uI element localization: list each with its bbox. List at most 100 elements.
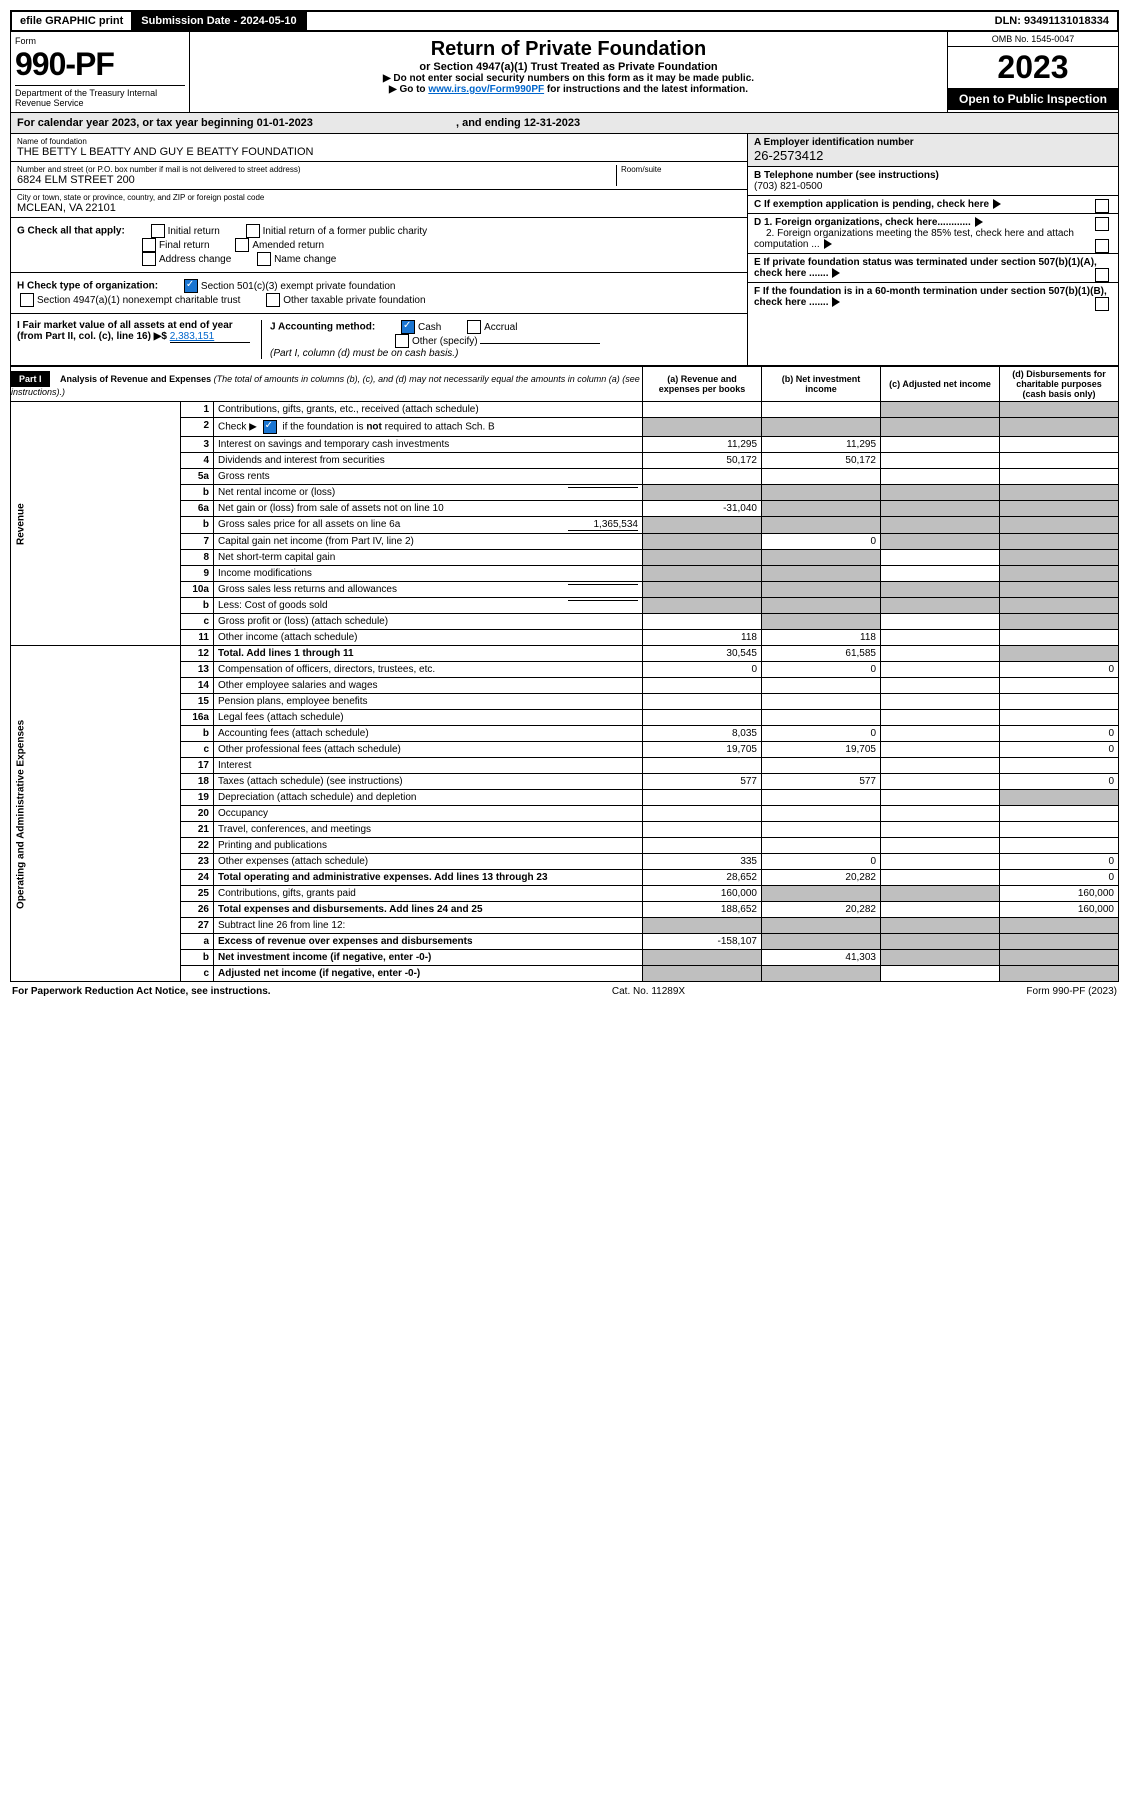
ein: 26-2573412 [754, 148, 823, 163]
accrual-checkbox[interactable] [467, 320, 481, 334]
line-number: 9 [181, 566, 214, 582]
col-b-value [762, 566, 881, 582]
name-change-checkbox[interactable] [257, 252, 271, 266]
col-a-value: 30,545 [643, 646, 762, 662]
col-a-value: 188,652 [643, 902, 762, 918]
section-f: F If the foundation is in a 60-month ter… [754, 286, 1107, 308]
col-b-value [762, 678, 881, 694]
fmv-link[interactable]: 2,383,151 [170, 331, 250, 343]
col-c-value [881, 742, 1000, 758]
col-a-value: 118 [643, 630, 762, 646]
line-description: Interest on savings and temporary cash i… [214, 437, 643, 453]
initial-return-checkbox[interactable] [151, 224, 165, 238]
address: 6824 ELM STREET 200 [17, 174, 616, 186]
col-b-value [762, 501, 881, 517]
other-method-checkbox[interactable] [395, 334, 409, 348]
col-d-value: 0 [1000, 854, 1119, 870]
col-d-value [1000, 469, 1119, 485]
4947-checkbox[interactable] [20, 293, 34, 307]
c-checkbox[interactable] [1095, 199, 1109, 213]
other-taxable-checkbox[interactable] [266, 293, 280, 307]
col-c-value [881, 758, 1000, 774]
col-d-value: 0 [1000, 870, 1119, 886]
amended-checkbox[interactable] [235, 238, 249, 252]
d1-checkbox[interactable] [1095, 217, 1109, 231]
col-d-value [1000, 678, 1119, 694]
501c3-checkbox[interactable] [184, 279, 198, 293]
col-d-value [1000, 485, 1119, 501]
identity-block: Name of foundationTHE BETTY L BEATTY AND… [10, 134, 1119, 366]
col-c-value [881, 838, 1000, 854]
line-number: 24 [181, 870, 214, 886]
irs-link[interactable]: www.irs.gov/Form990PF [428, 84, 544, 95]
initial-public-checkbox[interactable] [246, 224, 260, 238]
line-number: 18 [181, 774, 214, 790]
section-d1: D 1. Foreign organizations, check here..… [754, 217, 971, 228]
line-number: 2 [181, 418, 214, 437]
schB-checkbox[interactable] [263, 420, 277, 434]
col-c-value [881, 694, 1000, 710]
form-header: Form 990-PF Department of the Treasury I… [10, 32, 1119, 113]
col-d-value [1000, 550, 1119, 566]
expenses-section: Operating and Administrative Expenses [11, 646, 181, 982]
col-a-value [643, 469, 762, 485]
part1-table: Part I Analysis of Revenue and Expenses … [10, 366, 1119, 982]
col-b-value: 20,282 [762, 870, 881, 886]
section-c: C If exemption application is pending, c… [754, 199, 989, 210]
col-b-value [762, 418, 881, 437]
col-a-value [643, 838, 762, 854]
col-a-value: 28,652 [643, 870, 762, 886]
col-a-value: 8,035 [643, 726, 762, 742]
col-b-value [762, 918, 881, 934]
col-b-value [762, 614, 881, 630]
cash-checkbox[interactable] [401, 320, 415, 334]
line-number: 23 [181, 854, 214, 870]
line-description: Legal fees (attach schedule) [214, 710, 643, 726]
arrow-icon [824, 239, 832, 249]
arrow-icon [975, 217, 983, 227]
line-number: 8 [181, 550, 214, 566]
col-c-value [881, 790, 1000, 806]
col-d-value: 160,000 [1000, 902, 1119, 918]
col-d-value [1000, 534, 1119, 550]
col-c-value [881, 870, 1000, 886]
section-h: H Check type of organization: Section 50… [11, 272, 747, 313]
line-description: Taxes (attach schedule) (see instruction… [214, 774, 643, 790]
line-description: Other income (attach schedule) [214, 630, 643, 646]
final-return-checkbox[interactable] [142, 238, 156, 252]
e-checkbox[interactable] [1095, 268, 1109, 282]
col-a-header: (a) Revenue and expenses per books [643, 367, 762, 402]
col-a-value [643, 566, 762, 582]
col-c-value [881, 534, 1000, 550]
col-a-value: -158,107 [643, 934, 762, 950]
col-c-value [881, 806, 1000, 822]
line-number: 3 [181, 437, 214, 453]
line-number: c [181, 742, 214, 758]
col-a-value [643, 790, 762, 806]
efile-print-button[interactable]: efile GRAPHIC print [12, 12, 133, 30]
col-b-value: 20,282 [762, 902, 881, 918]
line-description: Depreciation (attach schedule) and deple… [214, 790, 643, 806]
col-d-value [1000, 418, 1119, 437]
col-d-value [1000, 950, 1119, 966]
calendar-year-row: For calendar year 2023, or tax year begi… [10, 113, 1119, 134]
col-a-value [643, 918, 762, 934]
addr-change-checkbox[interactable] [142, 252, 156, 266]
col-c-value [881, 418, 1000, 437]
line-description: Net investment income (if negative, ente… [214, 950, 643, 966]
dept-label: Department of the Treasury Internal Reve… [15, 85, 185, 108]
col-c-value [881, 662, 1000, 678]
col-b-value [762, 694, 881, 710]
line-number: c [181, 614, 214, 630]
col-c-value [881, 582, 1000, 598]
col-b-value: 50,172 [762, 453, 881, 469]
line-description: Net gain or (loss) from sale of assets n… [214, 501, 643, 517]
col-a-value: 11,295 [643, 437, 762, 453]
f-checkbox[interactable] [1095, 297, 1109, 311]
col-c-value [881, 886, 1000, 902]
line-description: Capital gain net income (from Part IV, l… [214, 534, 643, 550]
telephone: (703) 821-0500 [754, 181, 822, 192]
d2-checkbox[interactable] [1095, 239, 1109, 253]
col-a-value [643, 598, 762, 614]
line-number: 5a [181, 469, 214, 485]
